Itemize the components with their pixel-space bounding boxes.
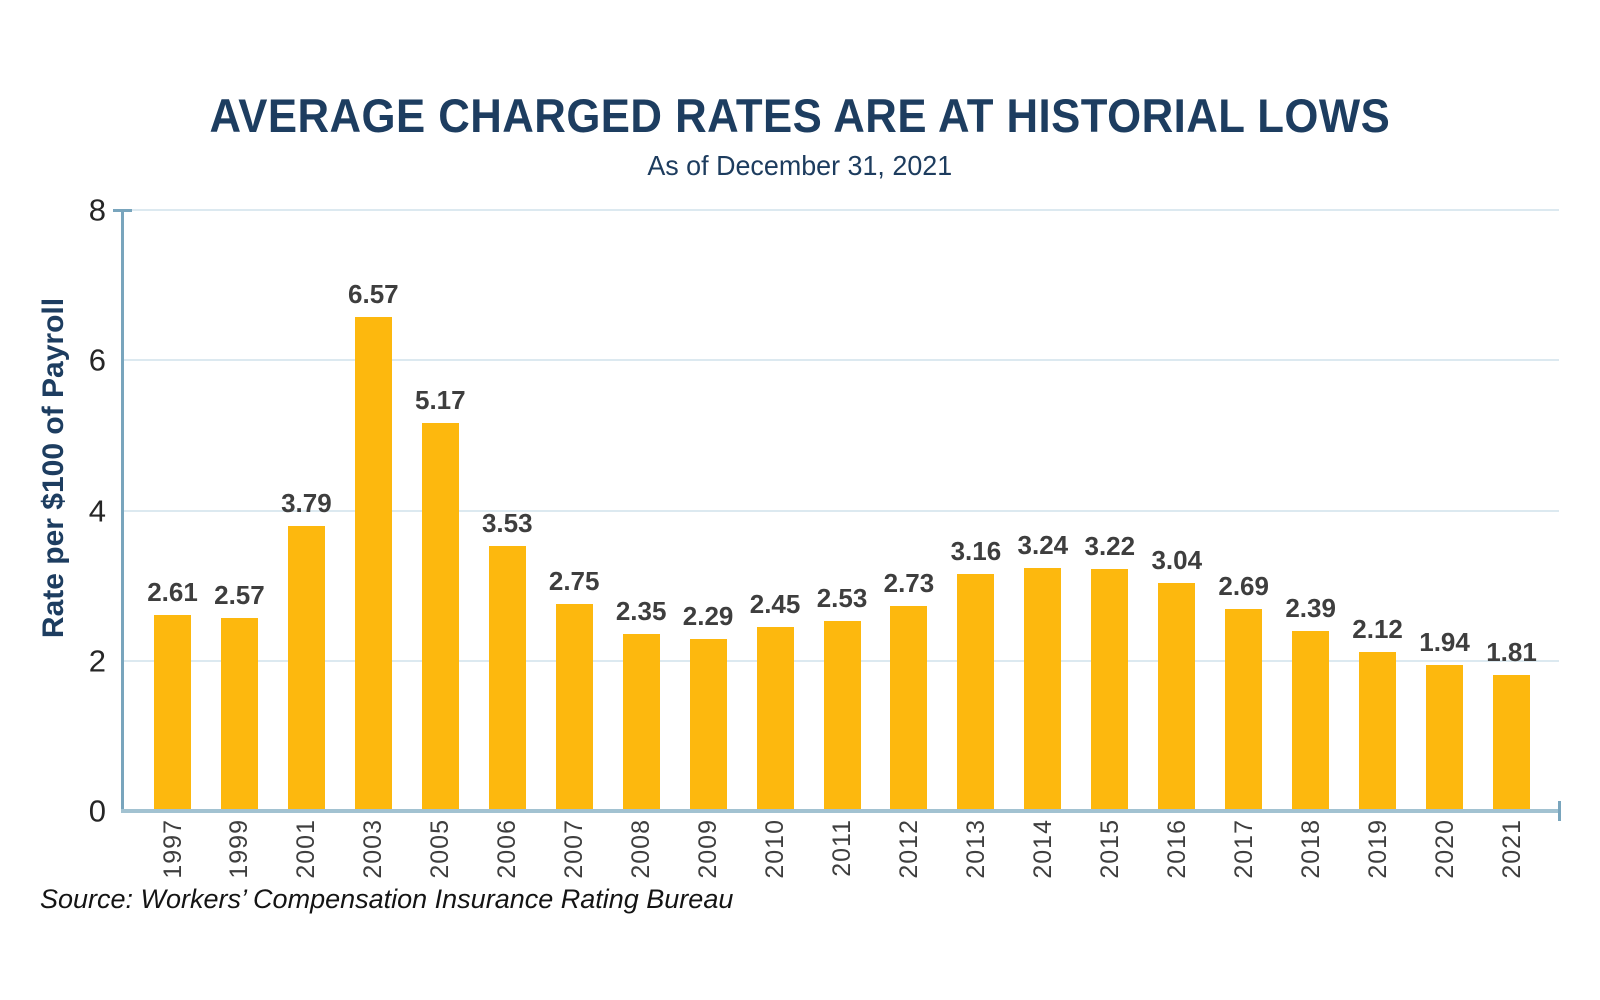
y-tick-label: 8 <box>88 192 106 228</box>
y-tick-label: 0 <box>88 793 106 829</box>
bar-value-label: 6.57 <box>348 279 399 309</box>
bar-value-label: 1.94 <box>1419 627 1470 657</box>
x-tick-label: 1997 <box>158 819 187 879</box>
x-tick-label: 2006 <box>493 819 522 879</box>
bar <box>689 639 727 811</box>
plot-area: 2.61 2.57 3.79 6.57 5.17 3.53 2.75 2.35 2.29 2.45… <box>113 209 1561 879</box>
x-tick-label: 2007 <box>560 819 589 879</box>
bar <box>1292 631 1330 811</box>
bar <box>1426 665 1464 811</box>
bar <box>1359 652 1397 811</box>
y-axis-end-cap <box>113 209 132 212</box>
title-row: AVERAGE CHARGED RATES ARE AT HISTORIAL L… <box>0 88 1600 143</box>
bar <box>354 317 392 811</box>
x-tick-label: 2009 <box>694 819 723 879</box>
gridline <box>122 209 1559 211</box>
bar <box>890 606 928 811</box>
x-tick-label: 2012 <box>894 819 923 879</box>
bar <box>1158 583 1196 811</box>
bar <box>488 546 526 811</box>
x-tick-label: 2013 <box>961 819 990 879</box>
x-tick-label: 2001 <box>292 819 321 879</box>
bar-value-label: 2.61 <box>147 577 198 607</box>
bar <box>220 618 258 811</box>
bar <box>1493 675 1530 811</box>
bar-value-label: 2.57 <box>214 580 265 610</box>
bar-value-label: 5.17 <box>414 385 466 415</box>
chart-title: AVERAGE CHARGED RATES ARE AT HISTORIAL L… <box>209 89 1391 142</box>
bar-value-label: 2.12 <box>1352 614 1403 644</box>
gridline <box>122 359 1559 362</box>
y-tick-label: 4 <box>88 493 106 528</box>
x-tick-label: 2020 <box>1430 819 1459 879</box>
bar-value-label: 2.35 <box>615 596 667 626</box>
bar <box>555 604 593 811</box>
bar-value-label: 3.24 <box>1017 530 1069 560</box>
bar-value-label: 1.81 <box>1486 637 1537 667</box>
bar <box>756 627 794 811</box>
x-tick-label: 2005 <box>426 819 455 879</box>
bar <box>957 574 995 811</box>
bar <box>1024 568 1062 811</box>
bar-value-label: 3.04 <box>1151 545 1203 575</box>
bar <box>154 615 191 811</box>
x-tick-label: 2016 <box>1162 819 1191 879</box>
bar-value-label: 3.16 <box>950 536 1002 566</box>
y-tick-label: 6 <box>88 342 106 378</box>
bar-value-label: 3.79 <box>281 488 332 518</box>
bar-value-label: 2.39 <box>1285 593 1336 623</box>
source-note: Source: Workers’ Compensation Insurance … <box>40 884 734 914</box>
gridline <box>122 509 1559 512</box>
bar <box>1091 569 1129 811</box>
y-tick-label: 2 <box>88 643 106 679</box>
x-tick-label: 2019 <box>1363 819 1392 879</box>
bar-value-label: 2.53 <box>816 583 868 613</box>
x-tick-label: 1999 <box>225 819 254 879</box>
subtitle-row: As of December 31, 2021 <box>0 150 1600 182</box>
x-tick-label: 2014 <box>1028 819 1057 879</box>
x-tick-label: 2008 <box>627 819 656 879</box>
bar <box>421 423 459 811</box>
chart-subtitle: As of December 31, 2021 <box>647 150 953 181</box>
bar-value-label: 2.29 <box>682 601 734 631</box>
bar <box>1225 609 1263 811</box>
bar <box>287 526 325 811</box>
y-axis-line <box>121 210 124 811</box>
bar-value-label: 2.45 <box>749 589 801 619</box>
x-tick-label: 2011 <box>828 819 856 877</box>
bar-value-label: 3.53 <box>481 508 533 538</box>
x-tick-label: 2003 <box>359 819 388 879</box>
bar <box>823 621 861 811</box>
x-tick-label: 2021 <box>1497 819 1526 879</box>
x-axis-line <box>121 809 1560 813</box>
x-axis-end-cap <box>1558 801 1561 821</box>
x-tick-label: 2010 <box>761 819 790 879</box>
bar-value-label: 2.73 <box>883 568 935 598</box>
bar-value-label: 2.75 <box>548 566 600 596</box>
bar-value-label: 3.22 <box>1084 531 1136 561</box>
x-tick-label: 2017 <box>1229 819 1258 879</box>
x-tick-label: 2015 <box>1095 819 1124 879</box>
x-tick-label: 2018 <box>1296 819 1325 879</box>
bar-value-label: 2.69 <box>1218 571 1269 601</box>
bar <box>622 634 660 811</box>
